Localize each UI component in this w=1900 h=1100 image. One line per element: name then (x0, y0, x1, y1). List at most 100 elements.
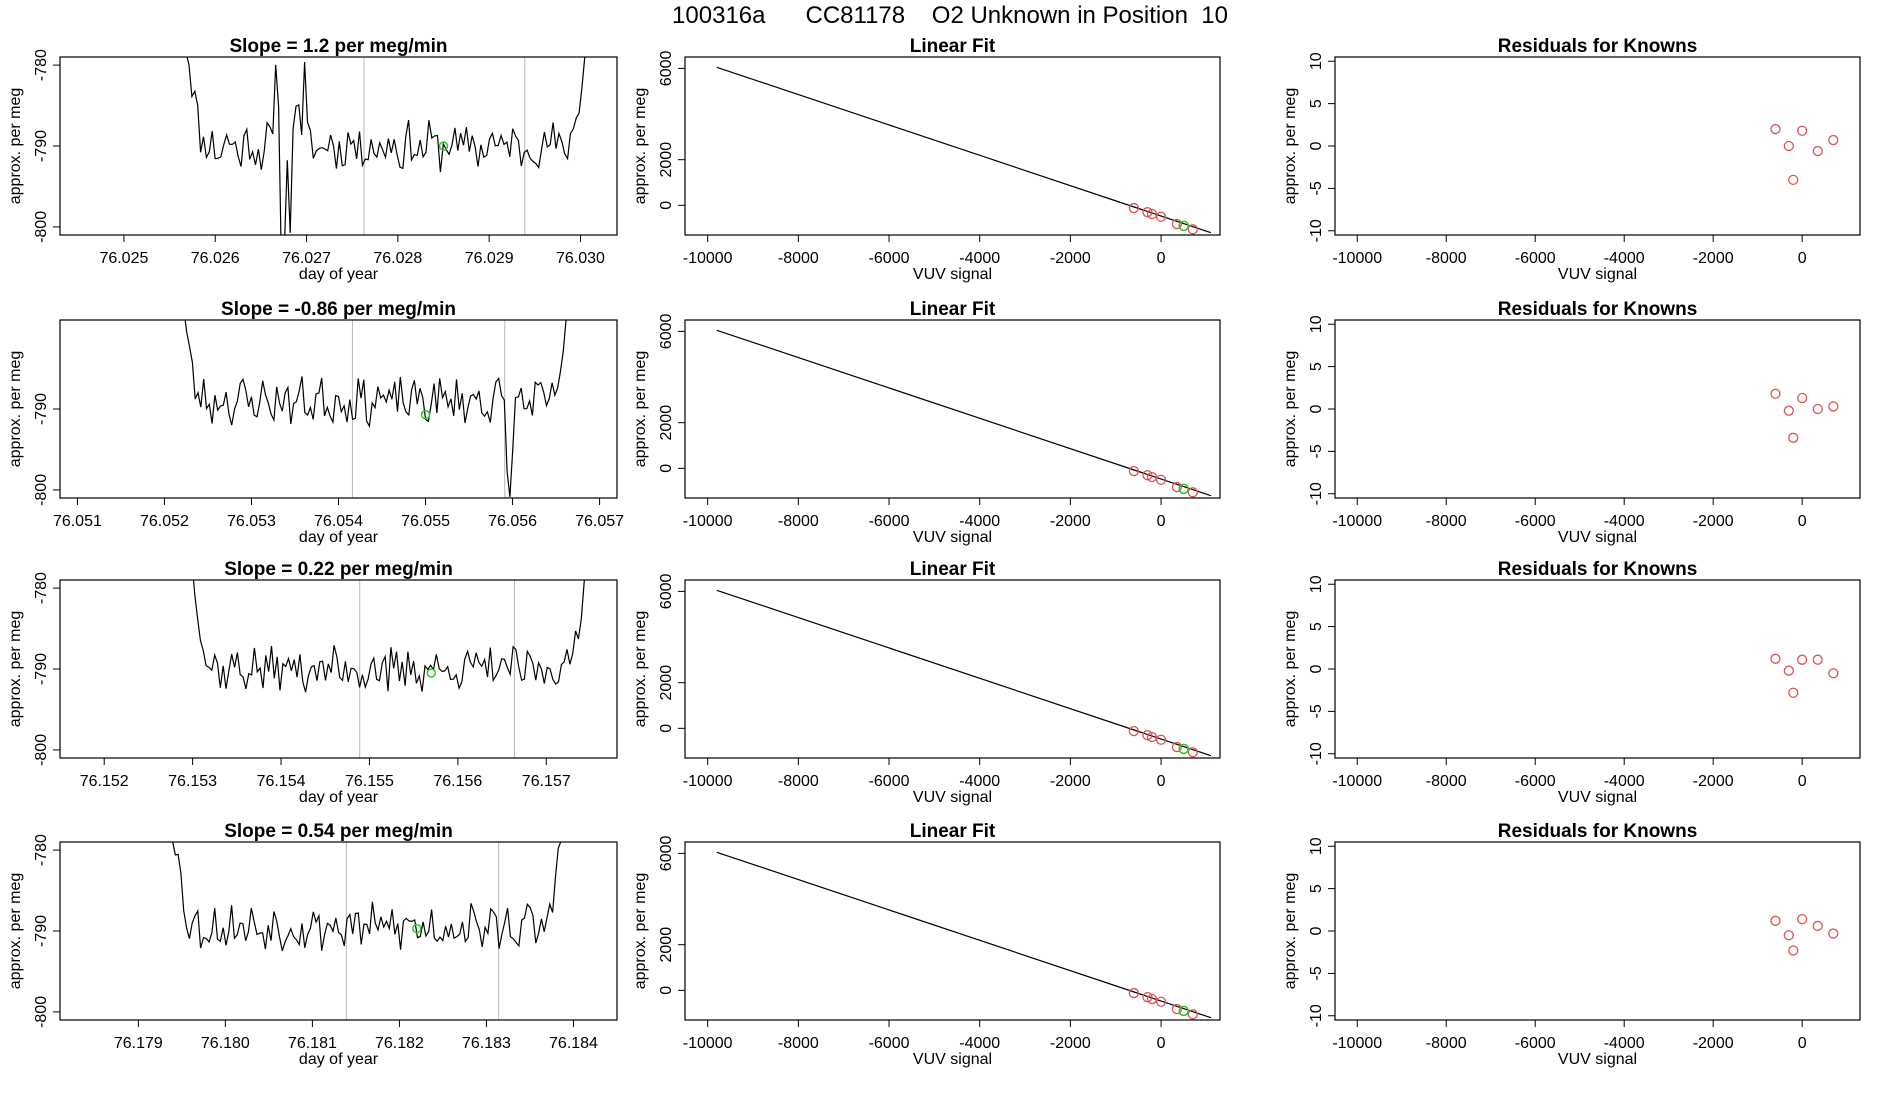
y-axis-label: approx. per meg (7, 351, 24, 468)
known-point (1187, 224, 1198, 235)
x-tick-label: 76.183 (462, 1035, 511, 1052)
x-axis-label: VUV signal (913, 266, 992, 283)
signal-trace (172, 842, 562, 952)
x-tick-label: -10000 (683, 250, 733, 267)
signal-trace-start (174, 288, 178, 315)
x-tick-label: -4000 (1604, 1035, 1645, 1052)
known-point (1171, 741, 1183, 753)
signal-trace (192, 580, 585, 693)
plot-frame (59, 319, 618, 499)
x-tick-label: -10000 (683, 513, 733, 530)
x-tick-label: -2000 (1050, 250, 1091, 267)
x-axis-label: VUV signal (913, 789, 992, 806)
known-point (1788, 432, 1799, 443)
known-point (1788, 945, 1799, 956)
known-point (1155, 734, 1167, 745)
y-tick-label: 0 (658, 464, 675, 473)
x-tick-label: -4000 (1604, 513, 1645, 530)
x-tick-label: 76.184 (549, 1035, 598, 1052)
x-tick-label: 76.055 (401, 513, 450, 530)
unknown-point (1178, 1005, 1189, 1017)
x-tick-label: 76.157 (522, 773, 571, 790)
x-axis-label: day of year (299, 1051, 379, 1068)
panel-10: Slope = 0.54 per meg/min 76.179 76.180 76.1… (7, 814, 618, 1068)
page-title: 100316a CC81178 O2 Unknown in Position 1… (672, 2, 1228, 29)
panel-title: Linear Fit (910, 36, 996, 57)
x-tick-label: 0 (1798, 250, 1807, 267)
x-tick-label: 0 (1157, 773, 1166, 790)
y-axis-label: approx. per meg (7, 88, 24, 205)
y-tick-label: 5 (1308, 622, 1325, 631)
x-tick-label: 0 (1798, 773, 1807, 790)
plot-frame (684, 579, 1221, 759)
signal-trace (186, 57, 586, 235)
x-tick-label: 76.025 (99, 250, 148, 267)
y-tick-label: 2000 (658, 142, 675, 178)
fit-line (716, 329, 1212, 497)
y-tick-label: 0 (1308, 141, 1325, 150)
x-tick-label: -6000 (869, 250, 910, 267)
panel-title: Slope = 1.2 per meg/min (229, 36, 447, 57)
x-tick-label: -6000 (1515, 773, 1556, 790)
y-tick-label: 6000 (658, 836, 675, 872)
x-tick-label: -8000 (1426, 250, 1467, 267)
panel-title: Linear Fit (910, 559, 996, 580)
unknown-point (438, 141, 449, 151)
x-tick-label: -8000 (778, 1035, 819, 1052)
x-tick-label: -8000 (778, 513, 819, 530)
y-tick-label: 5 (1308, 99, 1325, 108)
y-tick-label: 0 (658, 986, 675, 995)
x-axis-label: day of year (299, 266, 379, 283)
x-tick-label: 0 (1157, 1035, 1166, 1052)
known-point (1770, 653, 1781, 664)
known-point (1187, 747, 1198, 758)
x-tick-label: 0 (1798, 1035, 1807, 1052)
known-point (1812, 145, 1823, 157)
known-point (1797, 913, 1808, 925)
panel-12: Residuals for Knowns -10000 -8000 -6000 -400… (1282, 821, 1861, 1068)
unknown-point (426, 668, 437, 678)
known-point (1187, 487, 1198, 498)
y-axis-label: approx. per meg (1282, 611, 1299, 728)
known-point (1128, 987, 1140, 999)
y-tick-label: 0 (658, 201, 675, 210)
known-point (1783, 665, 1794, 676)
signal-trace-start (166, 814, 170, 837)
plot-area (1770, 653, 1839, 698)
y-axis-label: approx. per meg (7, 873, 24, 990)
known-point (1155, 474, 1167, 485)
x-tick-label: -6000 (869, 513, 910, 530)
x-tick-label: 0 (1798, 513, 1807, 530)
plot-frame (1334, 579, 1861, 759)
y-tick-label: -790 (33, 393, 50, 425)
signal-trace-end (588, 33, 590, 52)
y-axis-label: approx. per meg (1282, 351, 1299, 468)
panel-title: Linear Fit (910, 821, 996, 842)
y-tick-label: 10 (1308, 315, 1325, 333)
panel-7: Slope = 0.22 per meg/min 76.152 76.153 76.1… (7, 559, 618, 806)
fit-line (716, 66, 1212, 234)
x-tick-label: -4000 (1604, 773, 1645, 790)
y-tick-label: 5 (1308, 362, 1325, 371)
x-tick-label: 76.056 (488, 513, 537, 530)
x-tick-label: 76.179 (114, 1035, 163, 1052)
plot-frame (684, 841, 1221, 1021)
known-point (1171, 1003, 1183, 1015)
plot-area (716, 66, 1212, 235)
known-point (1828, 928, 1839, 939)
x-axis-label: VUV signal (913, 1051, 992, 1068)
known-point (1770, 915, 1781, 926)
x-tick-label: -8000 (1426, 773, 1467, 790)
known-point (1828, 401, 1839, 412)
y-axis-label: approx. per meg (1282, 873, 1299, 990)
x-tick-label: 76.154 (257, 773, 306, 790)
known-point (1187, 1009, 1198, 1020)
plot-frame (684, 56, 1221, 236)
x-tick-label: -4000 (959, 250, 1000, 267)
known-point (1812, 654, 1823, 665)
x-axis-label: VUV signal (1558, 266, 1637, 283)
plot-area (186, 33, 590, 235)
y-tick-label: 0 (1308, 926, 1325, 935)
known-point (1783, 140, 1794, 152)
y-axis-label: approx. per meg (632, 351, 649, 468)
